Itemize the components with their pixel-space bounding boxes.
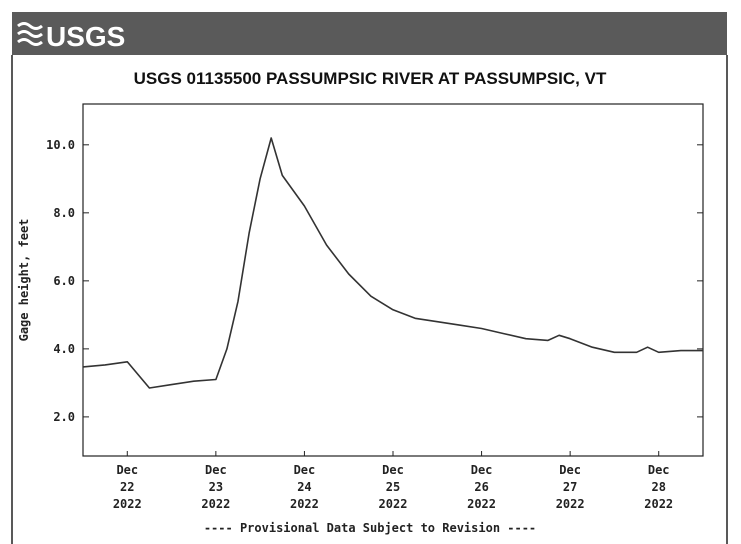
data-line	[82, 137, 703, 389]
y-tick-label: 2.0	[53, 410, 75, 424]
x-tick-label: Dec	[648, 463, 670, 477]
x-tick-label: 26	[474, 480, 488, 494]
x-tick-label: 27	[563, 480, 577, 494]
y-tick-label: 10.0	[46, 138, 75, 152]
footer-note: ---- Provisional Data Subject to Revisio…	[204, 521, 536, 535]
logo-icon	[17, 22, 43, 46]
x-tick-label: 2022	[644, 497, 673, 511]
x-tick-label: Dec	[116, 463, 138, 477]
y-tick-label: 8.0	[53, 206, 75, 220]
x-tick-label: Dec	[382, 463, 404, 477]
x-tick-label: 2022	[113, 497, 142, 511]
x-tick-label: 2022	[290, 497, 319, 511]
x-tick-label: 2022	[379, 497, 408, 511]
x-tick-label: 25	[386, 480, 400, 494]
y-tick-label: 4.0	[53, 342, 75, 356]
x-tick-label: Dec	[471, 463, 493, 477]
y-tick-label: 6.0	[53, 274, 75, 288]
x-tick-label: 28	[651, 480, 665, 494]
x-tick-label: Dec	[294, 463, 316, 477]
x-tick-label: 22	[120, 480, 134, 494]
x-tick-label: Dec	[559, 463, 581, 477]
x-tick-label: 23	[209, 480, 223, 494]
chart-title: USGS 01135500 PASSUMPSIC RIVER AT PASSUM…	[134, 69, 607, 88]
x-tick-label: 2022	[556, 497, 585, 511]
plot-frame	[82, 103, 704, 457]
logo-text: USGS	[46, 21, 125, 52]
x-tick-label: 2022	[467, 497, 496, 511]
x-tick-label: 2022	[201, 497, 230, 511]
x-tick-label: Dec	[205, 463, 227, 477]
x-tick-label: 24	[297, 480, 311, 494]
y-axis-label: Gage height, feet	[17, 219, 31, 342]
header-bar	[12, 12, 727, 55]
